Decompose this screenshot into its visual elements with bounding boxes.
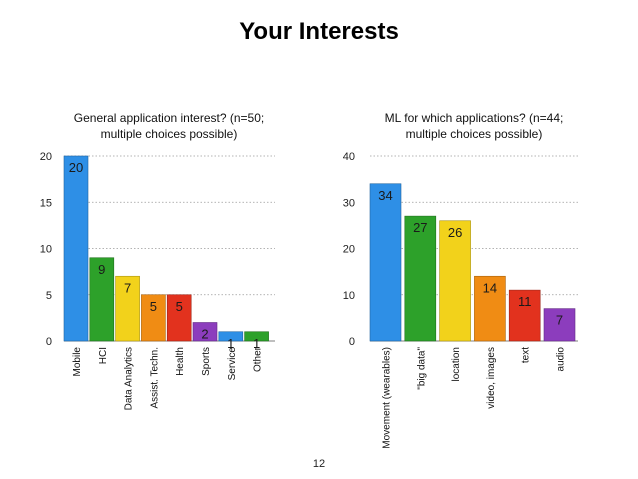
interest-bar-value-label: 1 xyxy=(227,336,234,351)
interest-bar-value-label: 5 xyxy=(176,299,183,314)
interest-chart-title-line: multiple choices possible) xyxy=(101,127,238,141)
interest-category-label: Assist. Techn. xyxy=(149,347,160,409)
interest-bar-value-label: 5 xyxy=(150,299,157,314)
interest-bar-value-label: 9 xyxy=(98,262,105,277)
ml-bar xyxy=(404,215,437,342)
interest-y-tick-label: 20 xyxy=(40,151,52,163)
interest-category-label: Other xyxy=(253,346,264,372)
ml-bar-value-label: 14 xyxy=(483,280,497,295)
ml-bar xyxy=(508,289,541,342)
interest-category-label: Mobile xyxy=(72,347,83,377)
ml-category-label: location xyxy=(451,347,462,381)
interest-bar-value-label: 20 xyxy=(69,160,83,175)
ml-category-label: "big data" xyxy=(416,347,427,390)
interest-y-tick-label: 0 xyxy=(46,336,52,348)
interest-category-label: Sports xyxy=(201,347,212,376)
interest-category-label: HCI xyxy=(98,347,109,364)
interest-bar-value-label: 7 xyxy=(124,280,131,295)
ml-category-label: Movement (wearables) xyxy=(382,347,393,449)
interest-category-label: Service xyxy=(227,347,238,381)
interest-bar xyxy=(192,322,218,342)
ml-bar-value-label: 27 xyxy=(413,220,427,235)
ml-y-tick-label: 30 xyxy=(343,197,355,209)
interest-category-label: Health xyxy=(175,347,186,376)
ml-bar xyxy=(439,220,471,342)
ml-y-tick-label: 20 xyxy=(343,244,355,256)
interest-bar-value-label: 2 xyxy=(201,327,208,342)
interest-bar-value-label: 1 xyxy=(253,336,260,351)
page-number: 12 xyxy=(312,458,326,470)
ml-bar-value-label: 26 xyxy=(448,225,462,240)
interest-bar xyxy=(115,275,140,342)
ml-category-label: audio xyxy=(556,347,567,372)
interest-y-tick-label: 5 xyxy=(46,290,52,302)
interest-y-tick-label: 10 xyxy=(40,244,52,256)
interest-bar xyxy=(244,331,269,342)
ml-bar-value-label: 11 xyxy=(518,294,532,309)
ml-chart-title-line: ML for which applications? (n=44; xyxy=(385,111,564,125)
ml-bar xyxy=(543,308,576,342)
interest-chart-title-line: General application interest? (n=50; xyxy=(74,111,264,125)
interest-bar xyxy=(141,294,166,342)
ml-y-tick-label: 10 xyxy=(343,290,355,302)
slide-title: Your Interests xyxy=(239,18,399,45)
ml-y-tick-label: 40 xyxy=(343,151,355,163)
ml-category-label: text xyxy=(521,347,532,363)
ml-bar-value-label: 34 xyxy=(378,188,392,203)
interest-bar xyxy=(166,294,192,342)
ml-bar xyxy=(369,183,402,342)
interest-bar xyxy=(218,331,244,342)
ml-chart-title-line: multiple choices possible) xyxy=(406,127,543,141)
interest-category-label: Data Analytics xyxy=(124,347,135,410)
interest-y-tick-label: 15 xyxy=(40,197,52,209)
ml-y-tick-label: 0 xyxy=(349,336,355,348)
ml-bar-value-label: 7 xyxy=(556,313,563,328)
ml-category-label: video, images xyxy=(486,347,497,409)
interest-bar xyxy=(89,257,115,342)
ml-bar xyxy=(474,275,506,342)
interest-bar xyxy=(63,155,89,342)
